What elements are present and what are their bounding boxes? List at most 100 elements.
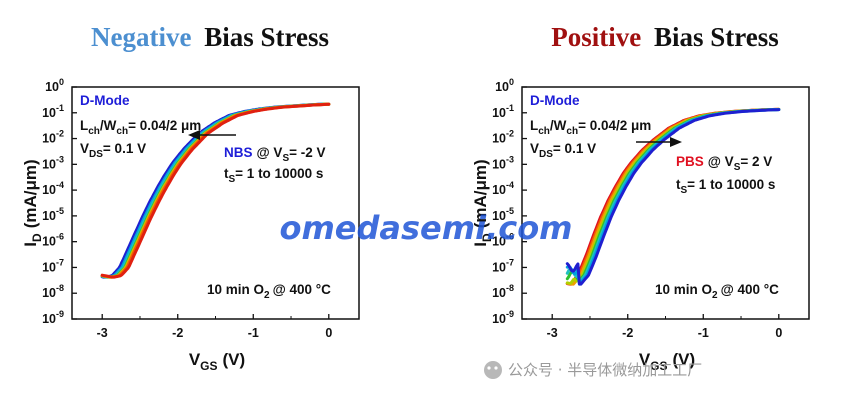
- stress-sub: S: [734, 162, 741, 173]
- ts-label: tS= 1 to 10000 s: [224, 166, 323, 185]
- geom-val: = 0.04/2 μm: [578, 118, 651, 133]
- ylabel-main: I: [21, 242, 40, 247]
- source-label: 公众号 · 半导体微纳加工工厂: [484, 361, 702, 379]
- vds-V: V: [80, 141, 89, 156]
- y-tick-label: 10-7: [492, 257, 514, 274]
- mode-label: D-Mode: [530, 93, 580, 108]
- x-axis-label: VGS (V): [189, 350, 245, 373]
- chart-title: Negative Bias Stress: [91, 22, 329, 52]
- y-tick-label: 10-7: [42, 257, 64, 274]
- stress-label: PBS @ VS= 2 V: [676, 154, 772, 173]
- series-curve-5: [565, 108, 781, 284]
- geom-L: L: [530, 118, 538, 133]
- stress-sub: S: [282, 153, 289, 164]
- x-tick-label: 0: [775, 326, 782, 340]
- y-tick-label: 10-2: [42, 129, 64, 146]
- geom-W-sub: ch: [566, 126, 578, 137]
- geom-L-sub: ch: [88, 126, 100, 137]
- series-curve-6: [565, 108, 781, 286]
- vds-val: = 0.1 V: [103, 141, 146, 156]
- y-tick-label: 10-8: [42, 283, 64, 300]
- y-tick-label: 10-6: [492, 232, 514, 249]
- series-curve-0: [565, 107, 781, 286]
- ts-t: t: [676, 177, 681, 192]
- xlabel-sub: GS: [200, 359, 217, 373]
- stress-val: = 2 V: [740, 154, 772, 169]
- geom-L: L: [80, 118, 88, 133]
- mode-label: D-Mode: [80, 93, 130, 108]
- anneal-sub: 2: [712, 290, 718, 301]
- stress-label: NBS @ VS= -2 V: [224, 145, 326, 164]
- y-tick-label: 10-5: [42, 206, 64, 223]
- y-tick-label: 10-9: [492, 309, 514, 326]
- plot-curves: [100, 102, 331, 279]
- stress-name: NBS: [224, 145, 253, 160]
- series-curve-3: [565, 107, 781, 285]
- anneal-sub: 2: [264, 290, 270, 301]
- xlabel-sub: GS: [650, 359, 667, 373]
- series-curve-7: [100, 102, 331, 279]
- vds-val: = 0.1 V: [553, 141, 596, 156]
- ts-val: = 1 to 10000 s: [235, 166, 323, 181]
- anneal-b: @ 400 °C: [273, 282, 332, 297]
- ylabel-sub: D: [30, 233, 44, 242]
- axis-ticks: -3 -2 -1 0 100 10-1 10-2 10-3 10-4 10-5 10-6 10-7 10…: [42, 77, 332, 340]
- x-tick-label: 0: [325, 326, 332, 340]
- chart-title: Positive Bias Stress: [551, 22, 779, 52]
- y-tick-label: 10-3: [42, 154, 64, 171]
- title-highlight: Positive: [551, 22, 641, 52]
- anneal-b: @ 400 °C: [721, 282, 780, 297]
- axis-ticks: -3 -2 -1 0 100 10-1 10-2 10-3 10-4 10-5 10-6 10-7 10…: [492, 77, 782, 340]
- vds-sub: DS: [539, 149, 553, 160]
- xlabel-main: V: [639, 350, 651, 369]
- series-curve-7: [565, 108, 781, 286]
- plot-curves: [565, 107, 781, 286]
- xlabel-unit: (V): [223, 350, 246, 369]
- xlabel-unit: (V): [673, 350, 696, 369]
- series-curve-2: [565, 107, 781, 286]
- stress-at: @ V: [708, 154, 734, 169]
- y-tick-label: 10-6: [42, 232, 64, 249]
- y-axis-label: ID (mA/μm): [21, 159, 44, 246]
- ylabel-unit: (mA/μm): [471, 159, 490, 228]
- geom-W-sub: ch: [116, 126, 128, 137]
- y-axis-label: ID (mA/μm): [471, 159, 494, 246]
- vds-sub: DS: [89, 149, 103, 160]
- y-tick-label: 10-1: [492, 103, 514, 120]
- ts-val: = 1 to 10000 s: [687, 177, 775, 192]
- x-tick-label: -1: [698, 326, 709, 340]
- x-tick-label: -2: [622, 326, 633, 340]
- title-rest: Bias Stress: [204, 22, 329, 52]
- title-highlight: Negative: [91, 22, 191, 52]
- y-tick-label: 10-1: [42, 103, 64, 120]
- x-axis-label: VGS (V): [639, 350, 695, 373]
- geom-val: = 0.04/2 μm: [128, 118, 201, 133]
- ts-t: t: [224, 166, 229, 181]
- x-tick-label: -3: [97, 326, 108, 340]
- source-text: 公众号 · 半导体微纳加工工厂: [508, 361, 702, 379]
- ylabel-main: I: [471, 242, 490, 247]
- xlabel-main: V: [189, 350, 201, 369]
- geometry-label: Lch/Wch= 0.04/2 μm: [80, 118, 201, 137]
- y-tick-label: 10-8: [492, 283, 514, 300]
- y-tick-label: 10-2: [492, 129, 514, 146]
- ts-label: tS= 1 to 10000 s: [676, 177, 775, 196]
- y-tick-label: 100: [45, 77, 64, 94]
- shift-arrow-left: [188, 130, 236, 140]
- shift-arrow-right: [636, 137, 682, 147]
- title-rest: Bias Stress: [654, 22, 779, 52]
- y-tick-label: 100: [495, 77, 514, 94]
- watermark-text: omedasemi.com: [279, 209, 572, 247]
- x-tick-label: -1: [248, 326, 259, 340]
- anneal-label: 10 min O2 @ 400 °C: [655, 282, 779, 301]
- chart-positive-bias-stress: Positive Bias Stress -3 -2 -1 0 100 10-1 10-2 1…: [471, 22, 810, 373]
- y-tick-label: 10-9: [42, 309, 64, 326]
- wechat-icon: [484, 361, 502, 379]
- stress-val: = -2 V: [289, 145, 325, 160]
- geom-W: /W: [550, 118, 567, 133]
- y-tick-label: 10-3: [492, 154, 514, 171]
- x-tick-label: -3: [547, 326, 558, 340]
- ts-sub: S: [229, 174, 236, 185]
- geom-L-sub: ch: [538, 126, 550, 137]
